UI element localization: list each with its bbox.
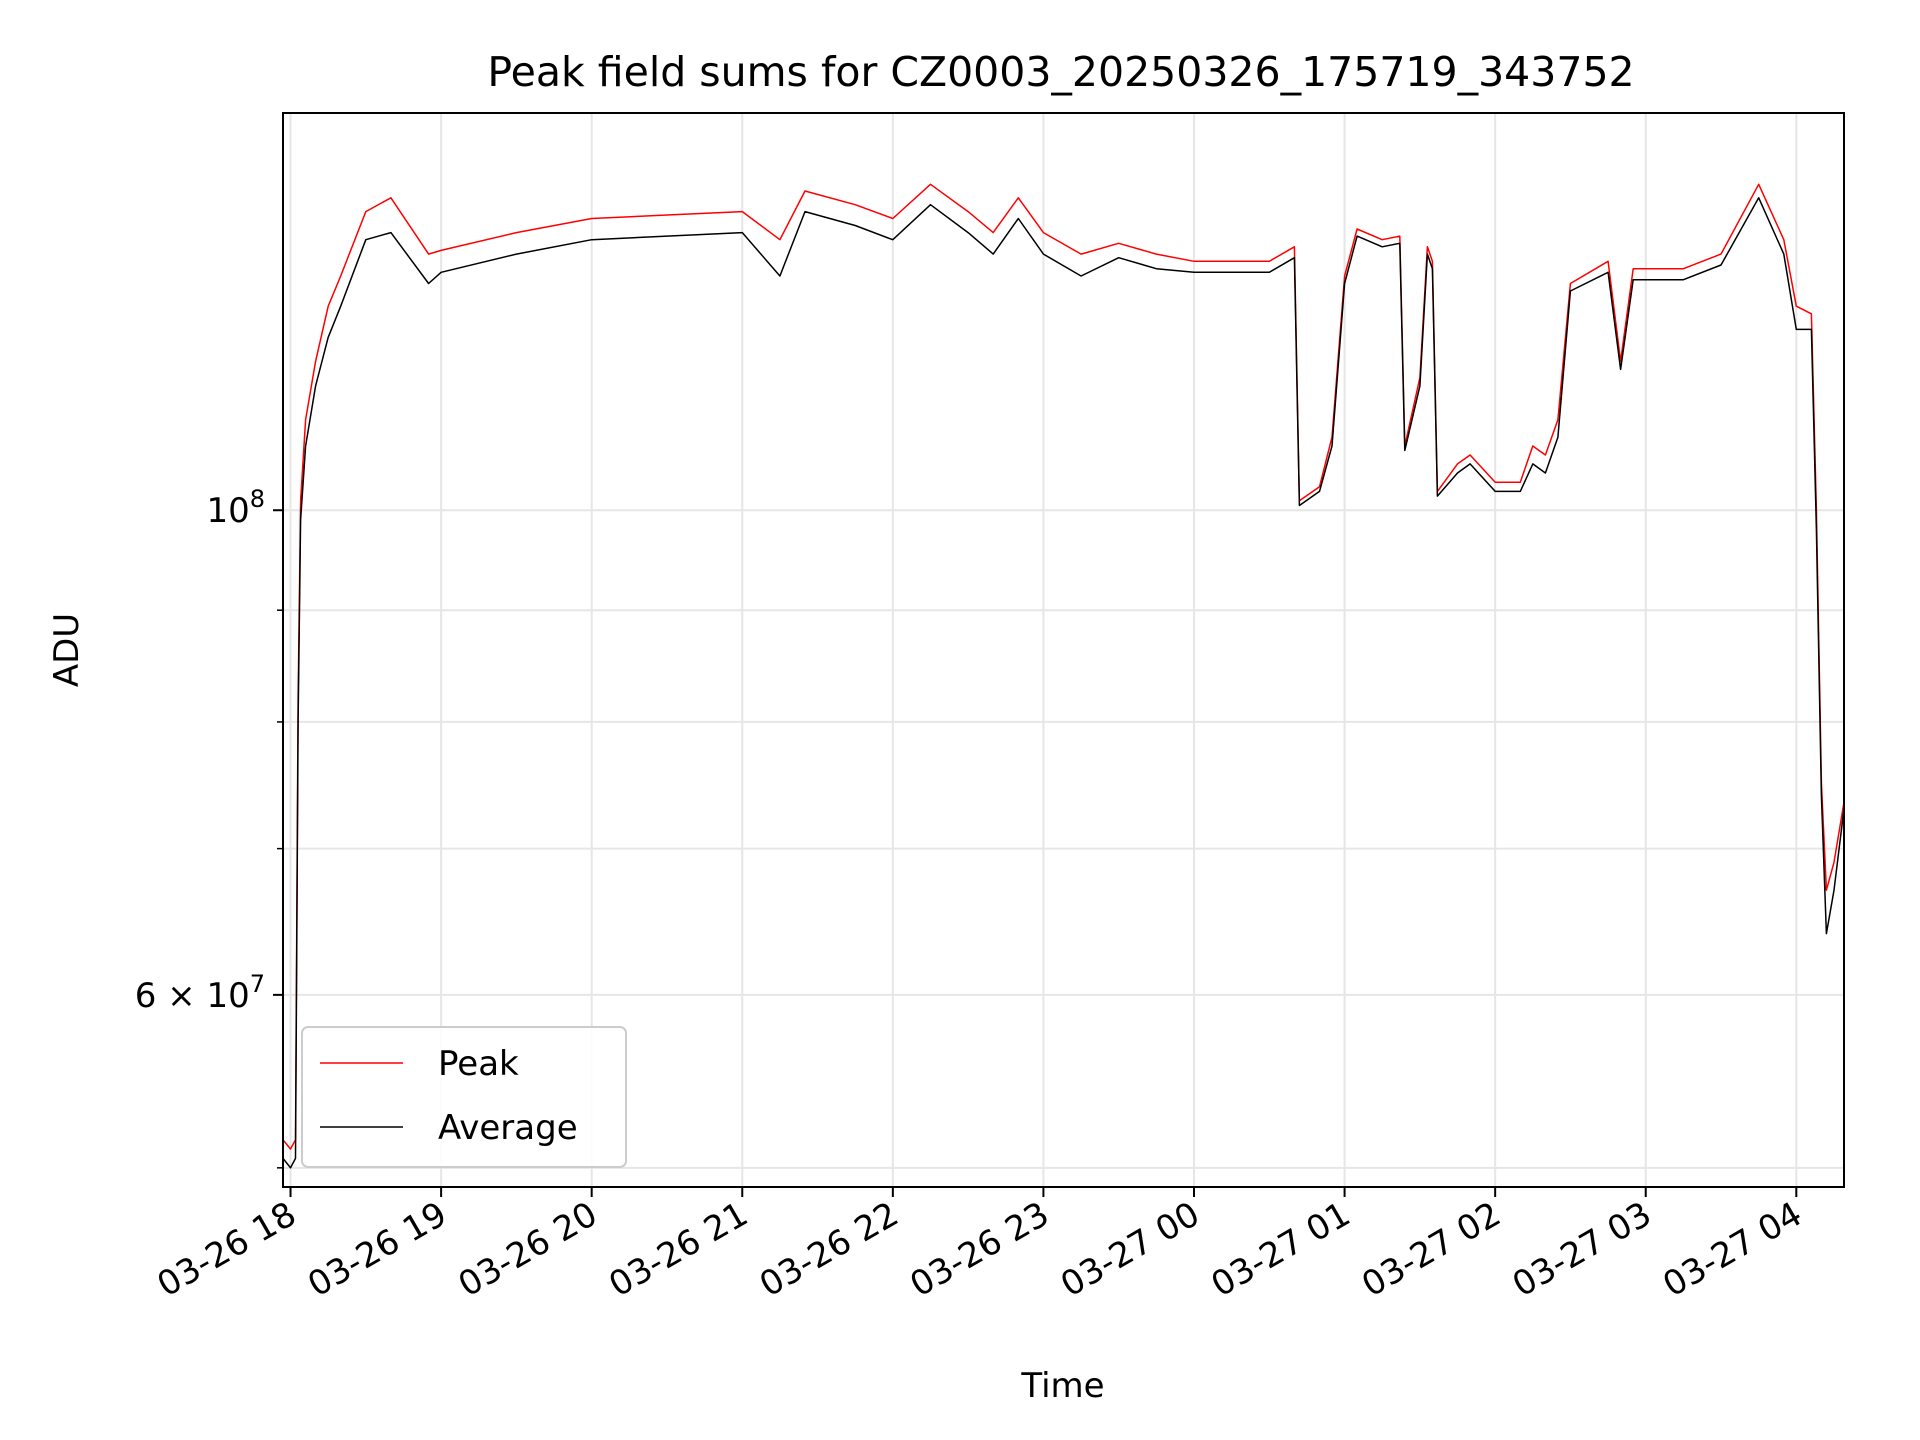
legend-label-average: Average (438, 1108, 578, 1148)
y-axis-label: ADU (47, 613, 87, 687)
legend-box (301, 1026, 627, 1168)
legend-label-peak: Peak (438, 1044, 519, 1084)
legend: Peak Average (301, 1026, 627, 1168)
plot-area-frame (282, 112, 1845, 1188)
chart-title: Peak field sums for CZ0003_20250326_1757… (487, 48, 1634, 96)
series-line-average (282, 197, 1845, 1169)
y-axis-ticks: 6 × 107 108 (135, 485, 283, 1169)
series-line-peak (282, 183, 1845, 1150)
series-lines (282, 183, 1845, 1169)
y-tick-label: 108 (206, 485, 265, 531)
x-axis-label: Time (1020, 1366, 1104, 1406)
y-tick-label: 6 × 107 (135, 970, 265, 1016)
